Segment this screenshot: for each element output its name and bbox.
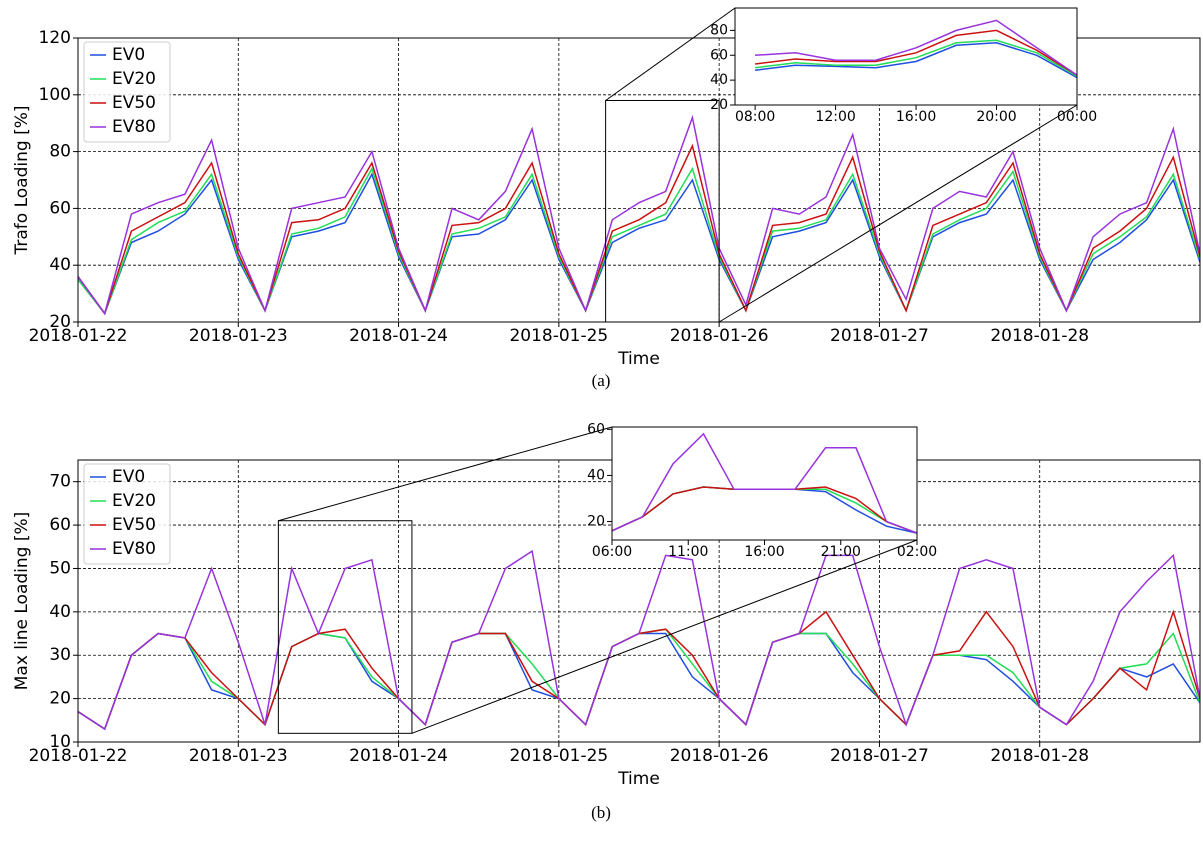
x-tick-label: 21:00 <box>821 544 861 560</box>
series-line <box>755 19 1077 76</box>
zoom-box <box>277 520 413 734</box>
plot-frame <box>734 7 1078 106</box>
x-tick-label: 2018-01-26 <box>670 326 769 346</box>
x-tick-label: 11:00 <box>668 544 708 560</box>
x-tick-label: 12:00 <box>815 109 855 125</box>
y-tick-label: 100 <box>39 85 71 105</box>
y-tick-label: 20 <box>710 97 728 113</box>
x-tick-label: 00:00 <box>1057 109 1097 125</box>
x-tick-label: 2018-01-27 <box>830 746 929 766</box>
x-tick-label: 2018-01-28 <box>990 326 1089 346</box>
legend-label: EV20 <box>112 491 156 511</box>
y-tick-label: 60 <box>49 198 71 218</box>
caption: (b) <box>591 803 611 822</box>
zoom-connector <box>605 7 736 101</box>
y-tick-label: 20 <box>587 514 605 530</box>
x-tick-label: 06:00 <box>592 544 632 560</box>
x-tick-label: 02:00 <box>897 544 937 560</box>
series-line <box>78 549 1200 731</box>
x-tick-label: 16:00 <box>744 544 784 560</box>
x-tick-label: 2018-01-28 <box>990 746 1089 766</box>
y-tick-label: 70 <box>49 472 71 492</box>
x-tick-label: 2018-01-27 <box>830 326 929 346</box>
series-line <box>755 29 1077 76</box>
x-tick-label: 2018-01-23 <box>189 746 288 766</box>
legend-label: EV50 <box>112 93 156 113</box>
legend-label: EV50 <box>112 515 156 535</box>
y-tick-label: 30 <box>49 645 71 665</box>
y-tick-label: 40 <box>49 255 71 275</box>
y-tick-label: 60 <box>710 47 728 63</box>
series-line <box>78 114 1200 316</box>
y-tick-label: 80 <box>710 22 728 38</box>
zoom-connector <box>411 539 918 734</box>
plot-frame <box>611 426 918 541</box>
x-tick-label: 2018-01-24 <box>349 326 448 346</box>
legend-box <box>83 41 171 143</box>
y-axis-label: Trafo Loading [%] <box>12 106 32 256</box>
y-axis-label: Max line Loading [%] <box>12 512 32 691</box>
x-tick-label: 2018-01-23 <box>189 326 288 346</box>
plot-area <box>612 427 917 540</box>
y-tick-label: 60 <box>587 421 605 437</box>
x-axis-label: Time <box>617 769 660 789</box>
caption: (a) <box>592 371 611 390</box>
x-tick-label: 2018-01-22 <box>29 326 128 346</box>
legend-label: EV0 <box>112 467 145 487</box>
y-tick-label: 10 <box>49 732 71 752</box>
y-tick-label: 40 <box>710 72 728 88</box>
series-line <box>755 42 1077 79</box>
inset-chart: 08:00 12:00 16:00 20:00 00:00 20 40 60 80 <box>710 7 1097 125</box>
x-tick-label: 2018-01-22 <box>29 746 128 766</box>
legend-box <box>83 463 171 565</box>
legend-label: EV0 <box>112 45 145 65</box>
series-line <box>755 39 1077 78</box>
y-tick-label: 80 <box>49 142 71 162</box>
series-line <box>612 432 917 534</box>
legend-label: EV80 <box>112 539 156 559</box>
x-tick-label: 08:00 <box>735 109 775 125</box>
main-chart: 2018-01-22 2018-01-23 2018-01-24 2018-01-25… <box>12 459 1201 822</box>
y-tick-label: 50 <box>49 558 71 578</box>
plot-area <box>735 8 1077 105</box>
y-tick-label: 20 <box>49 312 71 332</box>
zoom-connector <box>718 104 1078 323</box>
x-tick-label: 2018-01-26 <box>670 746 769 766</box>
x-axis-label: Time <box>617 349 660 369</box>
y-tick-label: 40 <box>49 602 71 622</box>
inset-chart: 06:00 11:00 16:00 21:00 02:00 20 40 60 <box>587 421 937 560</box>
y-tick-label: 60 <box>49 515 71 535</box>
legend-label: EV80 <box>112 117 156 137</box>
x-tick-label: 2018-01-24 <box>349 746 448 766</box>
zoom-box <box>605 99 720 323</box>
x-tick-label: 2018-01-25 <box>509 326 608 346</box>
zoom-connector <box>278 426 613 522</box>
x-tick-label: 2018-01-25 <box>509 746 608 766</box>
y-tick-label: 120 <box>39 28 71 48</box>
x-tick-label: 20:00 <box>976 109 1016 125</box>
y-tick-label: 20 <box>49 689 71 709</box>
legend-label: EV20 <box>112 69 156 89</box>
y-tick-label: 40 <box>587 467 605 483</box>
x-tick-label: 16:00 <box>896 109 936 125</box>
